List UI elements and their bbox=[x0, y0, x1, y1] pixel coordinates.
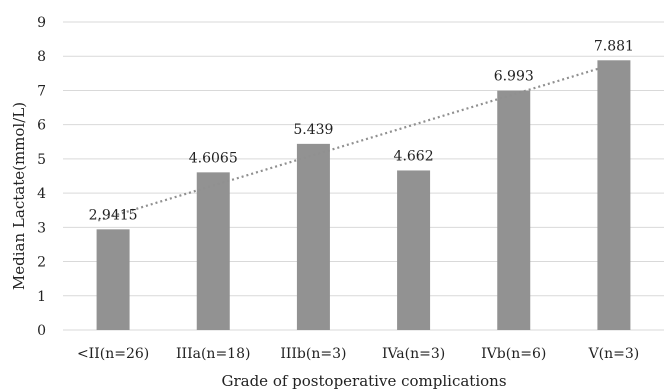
gridlines bbox=[63, 21, 664, 331]
data-label: 6.993 bbox=[494, 69, 534, 85]
bar bbox=[397, 170, 431, 330]
data-label: 2.9415 bbox=[89, 207, 138, 223]
bar bbox=[296, 143, 330, 330]
y-axis-title: Median Lactate(mmol/L) bbox=[10, 102, 28, 290]
y-tick-label: 7 bbox=[37, 83, 46, 99]
data-label: 7.881 bbox=[594, 38, 634, 54]
y-tick-label: 9 bbox=[37, 15, 46, 31]
y-tick-label: 3 bbox=[37, 220, 46, 236]
bar bbox=[497, 90, 531, 331]
y-tick-label: 1 bbox=[37, 289, 46, 305]
bar bbox=[597, 60, 631, 330]
x-tick-label: IIIa(n=18) bbox=[176, 346, 250, 362]
trendline bbox=[97, 67, 600, 222]
y-tick-label: 4 bbox=[37, 186, 46, 202]
data-label: 4.6065 bbox=[189, 150, 238, 166]
trendline-group bbox=[97, 67, 600, 222]
x-axis-title: Grade of postoperative complications bbox=[221, 372, 506, 389]
y-tick-label: 0 bbox=[37, 323, 46, 339]
data-label: 4.662 bbox=[394, 148, 434, 164]
y-tick-label: 8 bbox=[37, 49, 46, 65]
y-tick-label: 5 bbox=[37, 152, 46, 168]
x-tick-label: IIIb(n=3) bbox=[280, 346, 346, 362]
y-tick-label: 2 bbox=[37, 255, 46, 271]
bar bbox=[196, 172, 230, 330]
data-label: 5.439 bbox=[293, 122, 333, 138]
data-labels: 2.9415 4.6065 5.439 4.662 6.993 7.881 bbox=[89, 38, 634, 223]
x-tick-label: IVb(n=6) bbox=[481, 346, 546, 362]
x-tick-label: V(n=3) bbox=[588, 346, 640, 362]
bars bbox=[96, 60, 631, 331]
y-axis-ticks: 0 1 2 3 4 5 6 7 8 9 bbox=[37, 15, 46, 339]
x-tick-label: <II(n=26) bbox=[77, 346, 149, 362]
y-tick-label: 6 bbox=[37, 118, 46, 134]
bar bbox=[96, 229, 130, 330]
x-axis-ticks: <II(n=26) IIIa(n=18) IIIb(n=3) IVa(n=3) IVb(… bbox=[77, 346, 639, 362]
x-tick-label: IVa(n=3) bbox=[382, 346, 445, 362]
